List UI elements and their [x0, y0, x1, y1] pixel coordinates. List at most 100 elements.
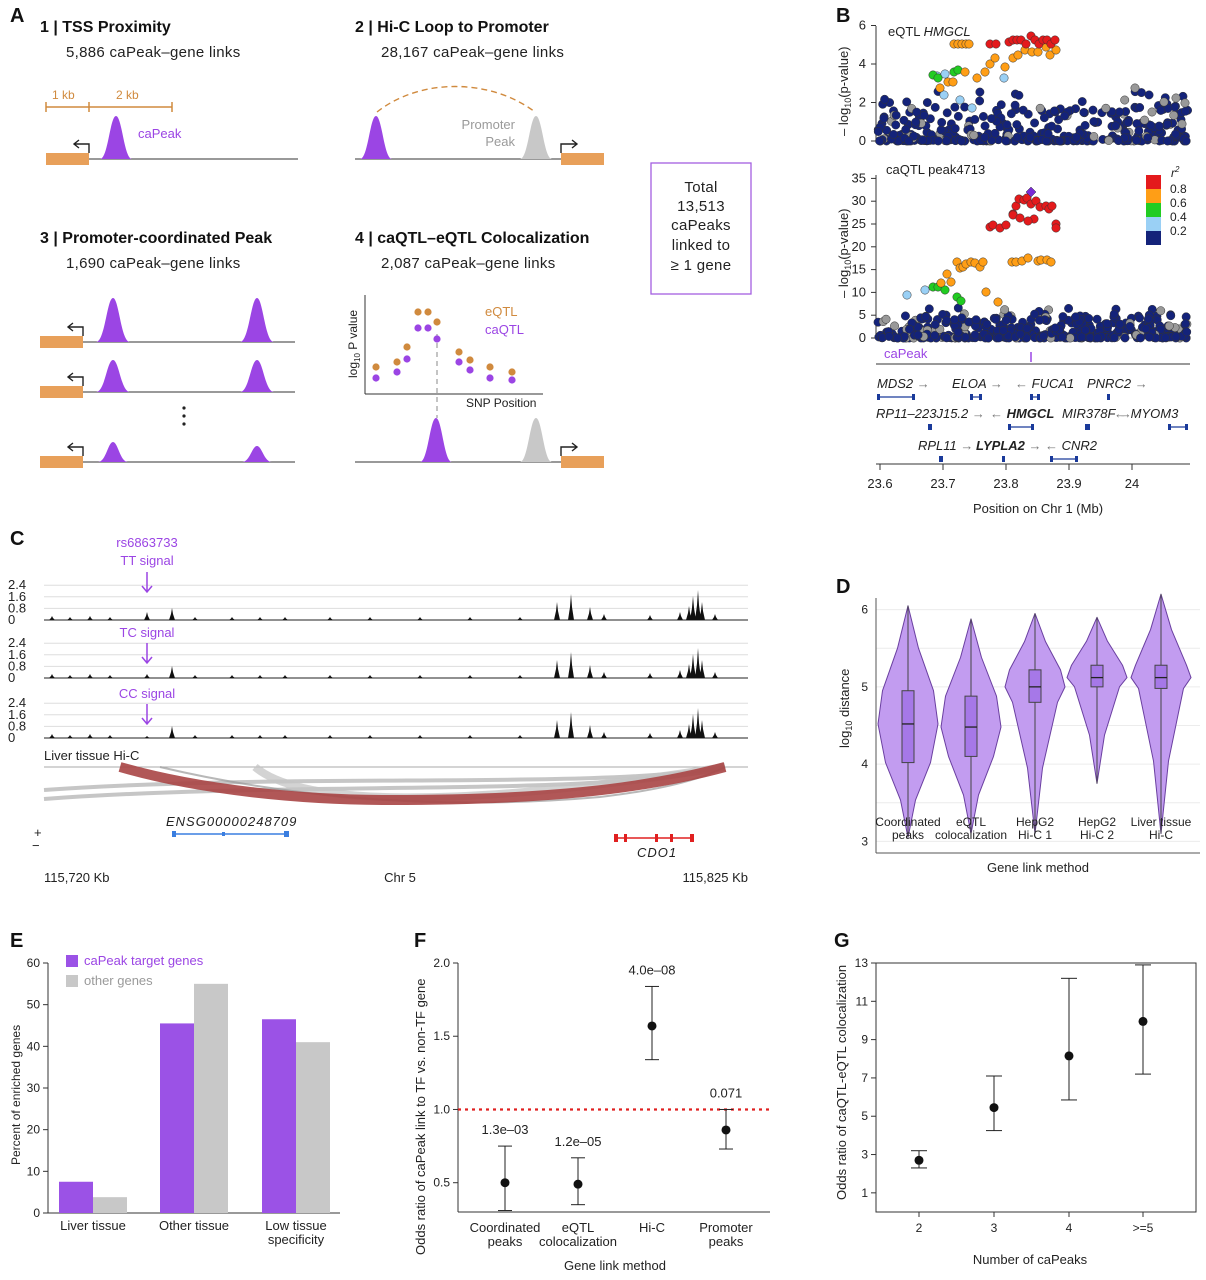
caqtl-ytick: 35 — [852, 170, 866, 185]
c-x-left: 115,720 Kb — [44, 870, 110, 885]
bar — [59, 1181, 93, 1213]
snp-point — [970, 330, 980, 340]
e-xtick: specificity — [268, 1232, 325, 1247]
d-xtick: peaks — [892, 828, 924, 842]
eqtl-dot — [433, 318, 441, 326]
snp-point — [946, 277, 956, 287]
gene-track: MDS2 → ELOA → ← FUCA1 PNRC2 → RP11–223J15.2 … — [876, 376, 1188, 462]
snp-point — [1164, 321, 1174, 331]
snp-point — [1058, 312, 1068, 322]
eqtl-dot — [414, 308, 422, 316]
snp-point — [1030, 118, 1040, 128]
snp-point — [875, 136, 885, 146]
gene-label: MDS2 → — [877, 376, 930, 391]
c-ytick: 1.6 — [8, 707, 26, 722]
b-xtick: 23.9 — [1056, 476, 1081, 491]
snp-point — [1034, 315, 1044, 325]
snp-point — [1144, 332, 1154, 342]
panel-label-b: B — [836, 5, 850, 27]
snp-point — [991, 314, 1001, 324]
gene-label: ← MYOM3 — [1114, 406, 1179, 421]
snp-point — [912, 107, 922, 117]
snp-point — [1156, 105, 1166, 115]
gene-label: ELOA → — [952, 376, 1003, 391]
snp-point — [985, 59, 995, 69]
tss-diagram: 1 kb 2 kb caPeak — [45, 88, 298, 165]
snp-point — [920, 285, 930, 295]
g-ytick: 3 — [861, 1148, 868, 1162]
b-capeak-label: caPeak — [884, 346, 928, 361]
snp-point — [1065, 333, 1075, 343]
caqtl-ytick: 20 — [852, 239, 866, 254]
snp-arrow-icon — [141, 572, 153, 594]
eqtl-dot — [372, 363, 380, 371]
promoter-peak — [520, 116, 552, 159]
total-line-5: ≥ 1 gene — [671, 257, 732, 274]
snp-point — [1104, 136, 1114, 145]
c-x-mid: Chr 5 — [384, 870, 416, 885]
snp-point — [935, 83, 945, 93]
snp-point — [1134, 126, 1144, 136]
strand-plus: + — [34, 825, 42, 840]
snp-point — [956, 296, 966, 306]
tss-arrow-icon — [66, 442, 84, 456]
d-xtick: Hi-C — [1149, 828, 1173, 842]
e-xtick: Low tissue — [265, 1218, 326, 1233]
snp-point — [1064, 303, 1074, 313]
b-xtick: 23.8 — [993, 476, 1018, 491]
box — [1090, 664, 1104, 688]
g-ylabel: Odds ratio of caQTL-eQTL colocalization — [834, 965, 849, 1200]
c-ytick: 1.6 — [8, 589, 26, 604]
snp-point — [1113, 136, 1123, 146]
gene-label: RP11–223J15.2 → — [876, 406, 985, 421]
snp-point — [940, 285, 950, 295]
eqtl-dot — [403, 343, 411, 351]
p-value-label: 1.3e–03 — [482, 1122, 529, 1137]
snp-point — [970, 115, 980, 124]
snp-point — [955, 95, 965, 105]
c-ytick: 0.8 — [8, 600, 26, 615]
eqtl-dot — [424, 308, 432, 316]
snp-point — [1143, 133, 1153, 143]
legend-target: caPeak target genes — [84, 953, 204, 968]
b-xlabel: Position on Chr 1 (Mb) — [973, 501, 1103, 516]
gene-label: RPL11 → — [918, 438, 973, 453]
snp-point — [1147, 107, 1157, 117]
snp-point — [930, 102, 940, 112]
snp-point — [1162, 119, 1172, 129]
snp-point — [1144, 90, 1154, 100]
snp-point — [1013, 50, 1023, 60]
snp-point — [960, 67, 970, 77]
snp-point — [1021, 39, 1031, 49]
panel-label-c: C — [10, 528, 24, 550]
lead-snp-marker — [1025, 186, 1037, 198]
method-3-links: 1,690 caPeak–gene links — [66, 255, 241, 272]
d-xtick: HepG2 — [1016, 815, 1054, 829]
snp-point — [1120, 95, 1130, 105]
g-xlabel: Number of caPeaks — [973, 1252, 1088, 1267]
snp-point — [1001, 220, 1011, 230]
snp-point — [1085, 333, 1095, 343]
caqtl-dot — [424, 324, 432, 332]
snp-point — [1001, 136, 1011, 146]
snp-point — [1084, 313, 1094, 323]
snp-point — [1046, 257, 1056, 267]
legend-caqtl: caQTL — [485, 322, 524, 337]
bar — [160, 1023, 194, 1213]
r2-legend: r2 0.8 0.6 0.4 0.2 — [1146, 165, 1187, 245]
snp-point — [1035, 103, 1045, 113]
snp-point — [1000, 305, 1010, 315]
caqtl-dot — [403, 355, 411, 363]
snp-point — [1023, 216, 1033, 226]
snp-point — [1012, 132, 1022, 142]
total-line-1: Total — [684, 179, 717, 196]
caqtl-dot — [508, 376, 516, 384]
legend-swatch-target — [66, 955, 78, 967]
distal-peak — [360, 116, 392, 159]
snp-point — [901, 125, 911, 134]
snp-point — [891, 120, 901, 130]
snp-point — [930, 331, 940, 340]
snp-point — [998, 325, 1008, 335]
